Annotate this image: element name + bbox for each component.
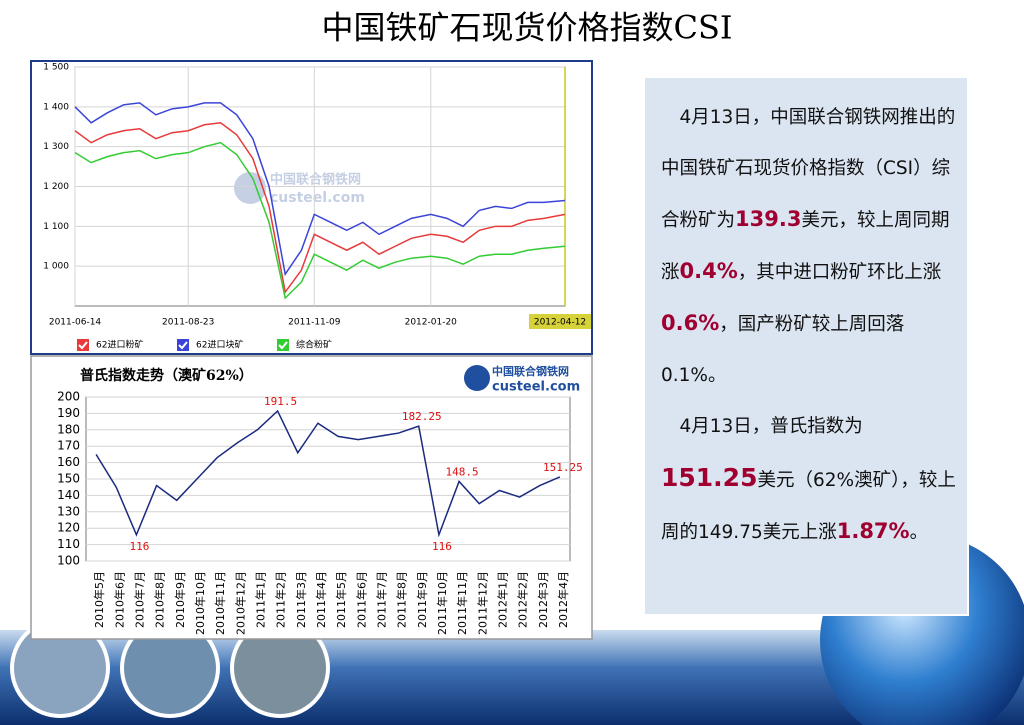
x-tick-label: 2011-06-14 [49, 318, 102, 328]
slide-title: 中国铁矿石现货价格指数CSI [321, 9, 732, 47]
x-tick-label: 2011年6月 [354, 571, 368, 628]
paragraph: 4月13日，普氏指数为 151.25美元（62%澳矿），较上周的149.75美元上… [661, 401, 957, 558]
x-tick-label: 2010年6月 [112, 571, 126, 628]
y-tick-label: 160 [57, 455, 80, 469]
y-tick-label: 1 400 [43, 102, 69, 112]
y-tick-label: 200 [57, 390, 80, 404]
data-label: 151.25 [543, 461, 583, 474]
legend-label: 综合粉矿 [296, 339, 332, 351]
legend-check [178, 341, 188, 350]
x-tick-label: 2011-11-09 [288, 318, 341, 328]
text: ，国产粉矿较上周回落0.1%。 [661, 314, 905, 386]
x-tick-label: 2010年12月 [233, 571, 247, 635]
x-tick-label: 2011年1月 [253, 571, 267, 628]
x-tick-label: 2011年2月 [274, 571, 288, 628]
y-tick-label: 140 [57, 488, 80, 502]
y-tick-label: 170 [57, 439, 80, 453]
paragraph: 4月13日，中国联合钢铁网推出的中国铁矿石现货价格指数（CSI）综合粉矿为139… [661, 92, 957, 401]
y-tick-label: 110 [57, 537, 80, 551]
data-label: 182.25 [402, 410, 442, 423]
legend-check [78, 341, 88, 350]
highlight: 0.6% [661, 311, 720, 335]
x-tick-label: 2012年1月 [495, 571, 509, 628]
legend-check [278, 341, 288, 350]
x-tick-label: 2012-04-12 [534, 318, 586, 328]
x-tick-label: 2011年10月 [435, 571, 449, 635]
x-tick-label: 2011年9月 [415, 571, 429, 628]
chart-frame [30, 355, 593, 640]
y-tick-label: 180 [57, 422, 80, 436]
watermark-en: custeel.com [270, 190, 365, 206]
text: 。 [909, 522, 929, 543]
y-tick-label: 1 200 [43, 182, 69, 192]
logo: 中国联合钢铁网 custeel.com [464, 364, 580, 395]
data-label: 148.5 [446, 465, 479, 478]
x-tick-label: 2012年2月 [516, 571, 530, 628]
data-label: 191.5 [264, 395, 297, 408]
legend-label: 62进口粉矿 [96, 339, 143, 351]
line [74, 102, 566, 277]
y-tick-label: 1 300 [43, 142, 69, 152]
text: 4月13日，中国联合钢铁网推出的中国铁矿石现货价格指数（CSI）综合粉矿为 [661, 107, 956, 231]
y-tick-label: 130 [57, 504, 80, 518]
x-tick-label: 2011年4月 [314, 571, 328, 628]
line [74, 141, 566, 300]
x-tick-label: 2011年5月 [334, 571, 348, 628]
y-tick-label: 1 100 [43, 222, 69, 232]
x-tick-label: 2011年11月 [455, 571, 469, 635]
x-tick-label: 2010年8月 [153, 571, 167, 628]
x-tick-label: 2012年3月 [536, 571, 550, 628]
x-tick-label: 2012年4月 [556, 571, 570, 628]
x-tick-highlight [529, 314, 591, 329]
x-tick-label: 2011年12月 [475, 571, 489, 635]
x-tick-label: 2012-01-20 [405, 318, 458, 328]
text: 美元，较上周同期涨 [661, 210, 950, 283]
watermark-cn: 中国联合钢铁网 [270, 172, 361, 188]
legend-swatch [277, 339, 289, 351]
y-tick-label: 1 500 [43, 63, 69, 73]
x-tick-label: 2010年11月 [213, 571, 227, 635]
line [74, 121, 566, 294]
highlight: 1.87% [836, 519, 910, 543]
logo-en: custeel.com [492, 380, 580, 395]
x-tick-label: 2010年7月 [132, 571, 146, 628]
text: 美元（62%澳矿），较上周的149.75美元上涨 [661, 470, 956, 543]
logo-cn: 中国联合钢铁网 [492, 364, 569, 378]
data-label: 116 [129, 540, 149, 553]
x-tick-label: 2011年7月 [374, 571, 388, 628]
text: 4月13日，普氏指数为 [679, 416, 863, 437]
highlight: 0.4% [679, 259, 738, 283]
x-tick-label: 2011年8月 [395, 571, 409, 628]
y-tick-label: 120 [57, 521, 80, 535]
y-tick-label: 150 [57, 472, 80, 486]
x-tick-label: 2011-08-23 [162, 318, 214, 328]
data-label: 116 [432, 540, 452, 553]
legend-swatch [77, 339, 89, 351]
watermark: 中国联合钢铁网 custeel.com [234, 172, 365, 206]
y-tick-label: 190 [57, 406, 80, 420]
highlight: 151.25 [661, 463, 758, 492]
y-tick-label: 100 [57, 554, 80, 568]
highlight: 139.3 [735, 207, 802, 231]
x-tick-label: 2011年3月 [294, 571, 308, 628]
y-tick-label: 1 000 [43, 262, 69, 272]
x-tick-label: 2010年5月 [92, 571, 106, 628]
x-tick-label: 2010年9月 [173, 571, 187, 628]
text-panel: 4月13日，中国联合钢铁网推出的中国铁矿石现货价格指数（CSI）综合粉矿为139… [643, 76, 969, 616]
chart-title: 普氏指数走势（澳矿62%） [80, 367, 253, 384]
legend-label: 62进口块矿 [196, 339, 243, 351]
x-tick-label: 2010年10月 [193, 571, 207, 635]
legend-swatch [177, 339, 189, 351]
line [95, 409, 561, 538]
text: ，其中进口粉矿环比上涨 [737, 262, 942, 283]
